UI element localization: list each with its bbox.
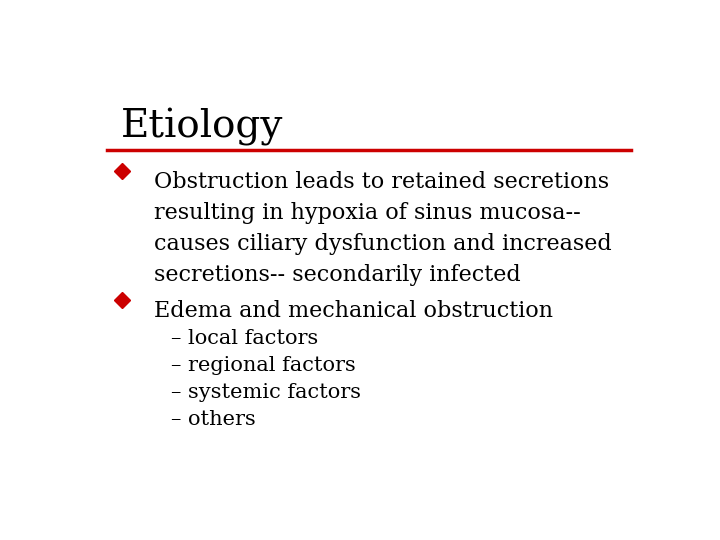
Text: – others: – others <box>171 410 256 429</box>
Text: causes ciliary dysfunction and increased: causes ciliary dysfunction and increased <box>154 233 612 255</box>
Text: secretions-- secondarily infected: secretions-- secondarily infected <box>154 265 521 286</box>
Text: resulting in hypoxia of sinus mucosa--: resulting in hypoxia of sinus mucosa-- <box>154 202 581 224</box>
Text: – regional factors: – regional factors <box>171 356 356 375</box>
Text: – local factors: – local factors <box>171 329 318 348</box>
Text: Etiology: Etiology <box>121 109 283 146</box>
Text: Edema and mechanical obstruction: Edema and mechanical obstruction <box>154 300 553 322</box>
Text: – systemic factors: – systemic factors <box>171 383 361 402</box>
Text: Obstruction leads to retained secretions: Obstruction leads to retained secretions <box>154 171 609 193</box>
